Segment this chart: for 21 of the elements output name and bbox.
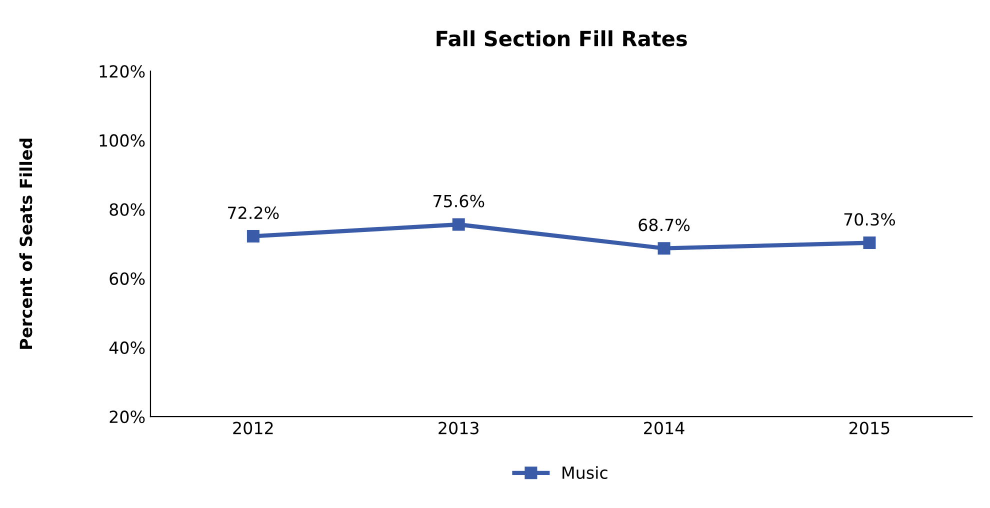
y-tick-label: 40% — [109, 341, 145, 354]
legend-label: Music — [562, 466, 608, 480]
x-tick-label: 2014 — [644, 422, 684, 434]
y-tick-label: 20% — [110, 410, 145, 424]
y-tick-label: 100% — [100, 134, 145, 147]
point — [246, 230, 260, 242]
point — [452, 218, 465, 231]
y-tick-label: 120% — [100, 65, 145, 78]
point — [863, 236, 876, 250]
data-label: 72.2% — [228, 206, 279, 220]
x-tick-label: 2013 — [438, 422, 478, 434]
data-label: 75.6% — [434, 194, 484, 208]
chart-title: Fall Section Fill Rates — [436, 30, 687, 46]
y-tick-label: 60% — [110, 272, 145, 285]
y-tick-label: 80% — [110, 203, 145, 216]
data-label: 68.7% — [638, 218, 690, 232]
data-label: 70.3% — [844, 213, 896, 226]
y-axis-title: Percent of Seats Filled — [19, 138, 32, 349]
x-tick-label: 2012 — [233, 422, 273, 434]
x-tick-label: 2015 — [849, 422, 890, 434]
point — [658, 242, 670, 255]
